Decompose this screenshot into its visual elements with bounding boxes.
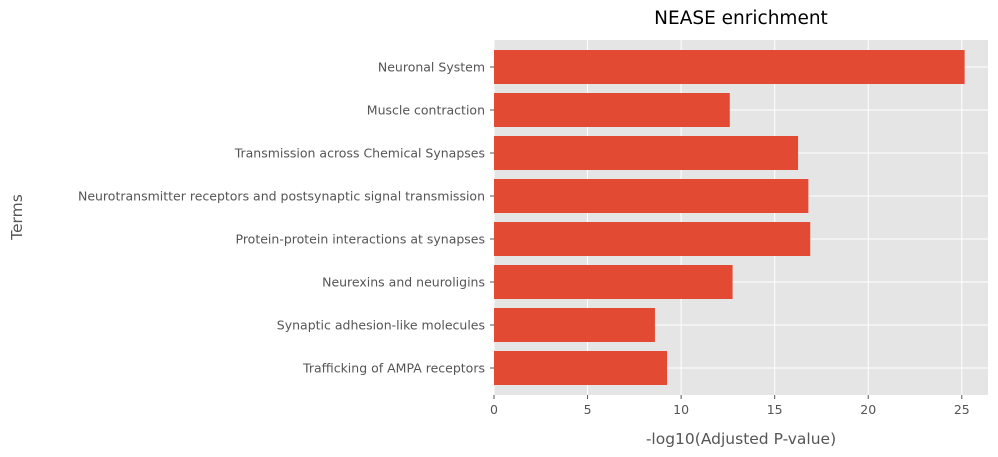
x-tick-label: 10 — [673, 402, 689, 417]
y-tick-label: Neurexins and neuroligins — [322, 275, 485, 290]
y-tick-label: Trafficking of AMPA receptors — [302, 361, 485, 376]
x-tick-label: 5 — [584, 402, 592, 417]
bar — [494, 179, 809, 213]
x-tick-label: 25 — [954, 402, 970, 417]
y-tick-label: Neuronal System — [378, 60, 485, 75]
bar — [494, 50, 965, 84]
x-ticks-layer: 0 5 10 15 20 25 — [490, 395, 970, 417]
chart-title: NEASE enrichment — [654, 8, 828, 29]
bar — [494, 93, 730, 127]
bar — [494, 222, 811, 256]
x-tick-label: 20 — [860, 402, 876, 417]
bar — [494, 308, 655, 342]
y-axis-label: Terms — [8, 194, 26, 241]
y-tick-label: Neurotransmitter receptors and postsynap… — [78, 189, 485, 204]
x-axis-label: -log10(Adjusted P-value) — [646, 430, 836, 448]
bar — [494, 136, 799, 170]
x-tick-label: 0 — [490, 402, 498, 417]
y-tick-label: Transmission across Chemical Synapses — [234, 146, 485, 161]
x-tick-label: 15 — [767, 402, 783, 417]
y-tick-label: Protein-protein interactions at synapses — [236, 232, 486, 247]
bar — [494, 351, 668, 385]
y-ticks-layer: Neuronal System Muscle contraction Transmi… — [78, 60, 494, 376]
bars-layer — [494, 50, 965, 385]
y-tick-label: Muscle contraction — [367, 103, 485, 118]
y-tick-label: Synaptic adhesion-like molecules — [277, 318, 485, 333]
bar — [494, 265, 733, 299]
